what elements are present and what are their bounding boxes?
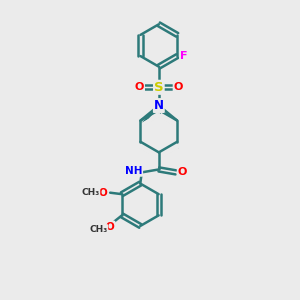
Text: O: O [106, 222, 115, 232]
Text: NH: NH [125, 166, 142, 176]
Text: CH₃: CH₃ [89, 225, 107, 234]
Text: O: O [135, 82, 144, 92]
Text: CH₃: CH₃ [81, 188, 100, 196]
Text: N: N [154, 99, 164, 112]
Text: O: O [98, 188, 107, 198]
Text: F: F [180, 51, 188, 61]
Text: O: O [174, 82, 183, 92]
Text: O: O [178, 167, 187, 177]
Text: S: S [154, 81, 164, 94]
